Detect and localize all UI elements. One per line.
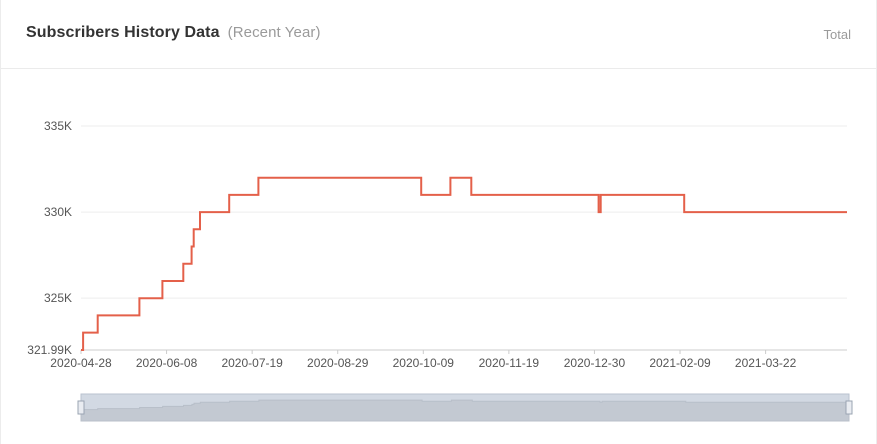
x-tick-label: 2021-02-09 (649, 356, 711, 370)
zoom-handle-right[interactable] (845, 400, 853, 415)
x-tick-label: 2020-06-08 (136, 356, 198, 370)
x-tick-label: 2020-10-09 (393, 356, 455, 370)
series-line (81, 176, 847, 351)
zoom-slider-preview-area (80, 399, 850, 422)
total-toggle[interactable]: Total (823, 27, 851, 42)
x-tick-label: 2020-07-19 (221, 356, 283, 370)
zoom-handle-left[interactable] (77, 400, 85, 415)
x-tick-label: 2020-11-19 (479, 356, 540, 370)
chart-title-text: Subscribers History Data (26, 24, 220, 41)
x-tick-label: 2021-03-22 (735, 356, 797, 370)
x-tick-label: 2020-08-29 (307, 356, 369, 370)
x-tick-label: 2020-12-30 (564, 356, 626, 370)
y-tick-label: 321.99K (27, 343, 72, 357)
y-tick-label: 335K (44, 119, 72, 133)
y-tick-label: 325K (44, 291, 72, 305)
y-tick-label: 330K (44, 205, 72, 219)
card-header: Subscribers History Data (Recent Year) To… (1, 0, 877, 69)
chart-title: Subscribers History Data (Recent Year) (26, 24, 321, 42)
chart-subtitle: (Recent Year) (227, 24, 321, 41)
x-tick-label: 2020-04-28 (50, 356, 112, 370)
